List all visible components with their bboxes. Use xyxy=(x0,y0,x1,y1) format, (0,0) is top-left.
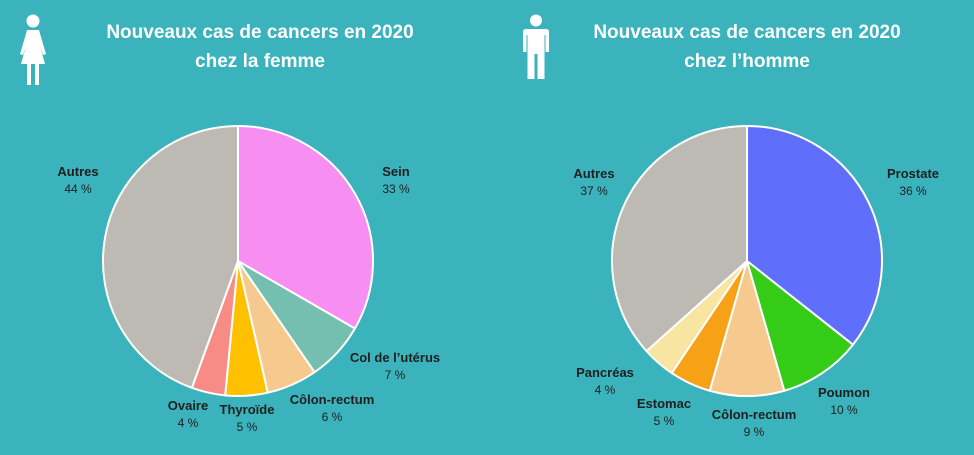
slice-name: Côlon-rectum xyxy=(290,392,375,407)
slice-value: 6 % xyxy=(322,410,343,424)
slice-label-pancreas: Pancréas 4 % xyxy=(576,365,634,397)
slice-label-estomac: Estomac 5 % xyxy=(637,396,691,428)
title-line: Nouveaux cas de cancers en 2020 xyxy=(593,22,901,43)
slice-name: Pancréas xyxy=(576,365,634,380)
pie-slice-sein xyxy=(237,125,374,330)
subtitle-line: chez la femme xyxy=(195,51,325,72)
pie-slice-autres xyxy=(102,125,239,389)
pie-slice-autres xyxy=(611,125,748,353)
slice-label-ovaire: Ovaire 4 % xyxy=(168,398,208,430)
slice-value: 4 % xyxy=(595,383,616,397)
slice-name: Côlon-rectum xyxy=(712,407,797,422)
slice-name: Ovaire xyxy=(168,398,208,413)
chart-panel-femme: Nouveaux cas de cancers en 2020 chez la … xyxy=(20,14,470,434)
slice-name: Sein xyxy=(382,164,410,179)
chart-title-femme: Nouveaux cas de cancers en 2020 chez la … xyxy=(50,18,470,76)
slice-label-col-de-l-uterus: Col de l’utérus 7 % xyxy=(350,350,440,382)
pie-chart-femme: Sein 33 % Col de l’utérus 7 % Côlon-rectum 6 … xyxy=(57,125,440,434)
slice-label-autres: Autres 37 % xyxy=(573,166,614,198)
slice-value: 33 % xyxy=(382,182,410,196)
slice-value: 7 % xyxy=(385,368,406,382)
slice-value: 4 % xyxy=(178,416,199,430)
slice-label-colon-rectum: Côlon-rectum 6 % xyxy=(290,392,375,424)
slice-value: 10 % xyxy=(830,403,858,417)
subtitle-line: chez l’homme xyxy=(684,51,810,72)
chart-panel-homme: Nouveaux cas de cancers en 2020 chez l’h… xyxy=(487,0,974,455)
pie-slice-poumon xyxy=(746,260,854,392)
slice-value: 37 % xyxy=(580,184,608,198)
slice-name: Poumon xyxy=(818,385,870,400)
slice-label-autres: Autres 44 % xyxy=(57,164,98,196)
slice-value: 36 % xyxy=(899,184,927,198)
slice-name: Estomac xyxy=(637,396,691,411)
slice-value: 5 % xyxy=(237,420,258,434)
pie-slice-prostate xyxy=(746,125,883,346)
slice-name: Prostate xyxy=(887,166,939,181)
slice-name: Autres xyxy=(573,166,614,181)
slice-value: 5 % xyxy=(654,414,675,428)
slice-value: 9 % xyxy=(744,425,765,439)
slice-label-colon-rectum: Côlon-rectum 9 % xyxy=(712,407,797,439)
slice-name: Thyroïde xyxy=(220,402,275,417)
slice-label-thyroide: Thyroïde 5 % xyxy=(220,402,275,434)
slice-name: Col de l’utérus xyxy=(350,350,440,365)
slice-label-poumon: Poumon 10 % xyxy=(818,385,870,417)
chart-title-homme: Nouveaux cas de cancers en 2020 chez l’h… xyxy=(537,18,957,76)
slice-label-sein: Sein 33 % xyxy=(382,164,410,196)
man-icon xyxy=(523,14,549,79)
slice-name: Autres xyxy=(57,164,98,179)
pie-chart-homme: Prostate 36 % Poumon 10 % Côlon-rectum 9 % Est… xyxy=(573,125,939,439)
woman-icon xyxy=(20,14,46,85)
slice-value: 44 % xyxy=(64,182,92,196)
slice-label-prostate: Prostate 36 % xyxy=(887,166,939,198)
title-line: Nouveaux cas de cancers en 2020 xyxy=(106,22,414,43)
